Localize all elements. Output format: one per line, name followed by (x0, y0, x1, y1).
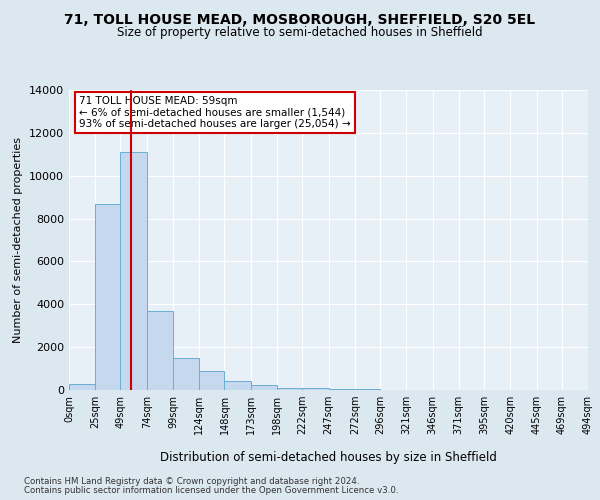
Bar (277, 388, 302, 390)
Text: Contains HM Land Registry data © Crown copyright and database right 2024.: Contains HM Land Registry data © Crown c… (24, 477, 359, 486)
Bar (199, 370, 224, 390)
Text: 71 TOLL HOUSE MEAD: 59sqm
← 6% of semi-detached houses are smaller (1,544)
93% o: 71 TOLL HOUSE MEAD: 59sqm ← 6% of semi-d… (79, 96, 351, 129)
Bar (69, 384, 95, 390)
Bar (355, 389, 380, 390)
Bar (121, 152, 147, 390)
Bar (251, 385, 277, 390)
Bar (173, 358, 199, 390)
Bar (147, 310, 173, 390)
Y-axis label: Number of semi-detached properties: Number of semi-detached properties (13, 137, 23, 343)
Text: Contains public sector information licensed under the Open Government Licence v3: Contains public sector information licen… (24, 486, 398, 495)
Bar (329, 389, 355, 390)
Bar (224, 382, 251, 390)
Text: Size of property relative to semi-detached houses in Sheffield: Size of property relative to semi-detach… (117, 26, 483, 39)
Text: 71, TOLL HOUSE MEAD, MOSBOROUGH, SHEFFIELD, S20 5EL: 71, TOLL HOUSE MEAD, MOSBOROUGH, SHEFFIE… (64, 12, 536, 26)
Bar (302, 388, 329, 390)
Text: Distribution of semi-detached houses by size in Sheffield: Distribution of semi-detached houses by … (160, 451, 497, 464)
Bar (95, 204, 121, 390)
